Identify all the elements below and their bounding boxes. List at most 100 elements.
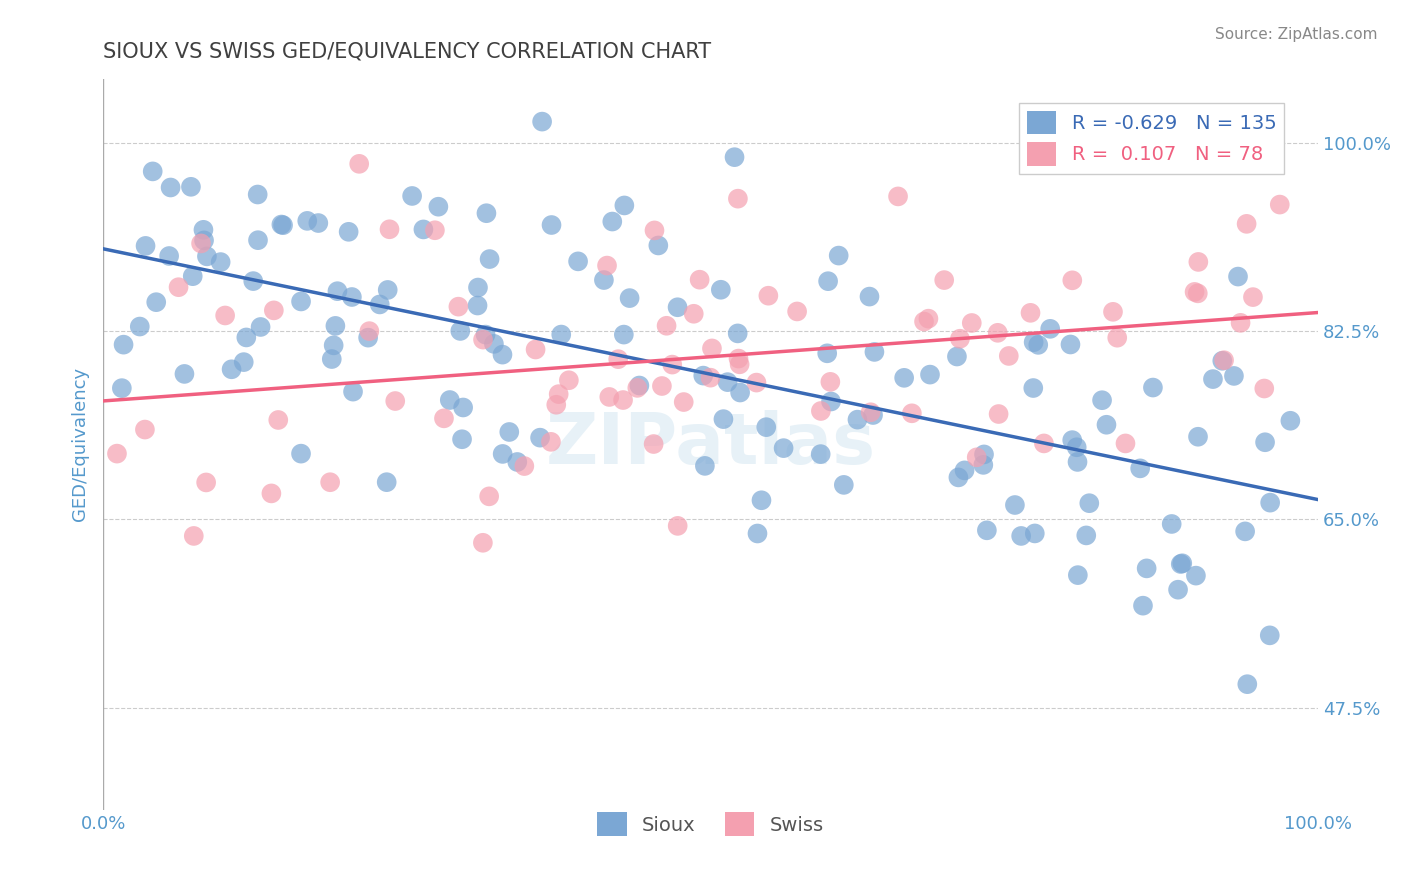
Swiss bbox=[912, 314, 935, 328]
Swiss bbox=[997, 349, 1019, 363]
Sioux bbox=[209, 255, 232, 269]
Sioux bbox=[613, 327, 636, 342]
Swiss bbox=[384, 394, 406, 409]
Swiss bbox=[183, 529, 205, 543]
Swiss bbox=[901, 406, 924, 420]
Swiss bbox=[810, 404, 832, 418]
Swiss bbox=[756, 289, 779, 303]
Sioux bbox=[593, 273, 616, 287]
Sioux bbox=[157, 249, 180, 263]
Swiss bbox=[987, 407, 1010, 421]
Sioux bbox=[820, 394, 842, 409]
Sioux bbox=[337, 225, 360, 239]
Swiss bbox=[1229, 316, 1251, 330]
Sioux bbox=[242, 274, 264, 288]
Sioux bbox=[474, 327, 496, 342]
Sioux bbox=[475, 206, 498, 220]
Sioux bbox=[193, 223, 215, 237]
Sioux bbox=[550, 327, 572, 342]
Sioux bbox=[710, 283, 733, 297]
Text: ZIPatlas: ZIPatlas bbox=[546, 409, 876, 479]
Sioux bbox=[713, 412, 735, 426]
Sioux bbox=[666, 300, 689, 314]
Swiss bbox=[596, 259, 619, 273]
Sioux bbox=[193, 233, 215, 247]
Swiss bbox=[447, 300, 470, 314]
Sioux bbox=[692, 368, 714, 383]
Sioux bbox=[727, 326, 749, 341]
Swiss bbox=[105, 447, 128, 461]
Sioux bbox=[846, 412, 869, 426]
Sioux bbox=[1022, 381, 1045, 395]
Sioux bbox=[976, 524, 998, 538]
Swiss bbox=[727, 192, 749, 206]
Swiss bbox=[699, 370, 721, 384]
Swiss bbox=[655, 318, 678, 333]
Sioux bbox=[817, 274, 839, 288]
Swiss bbox=[1114, 436, 1136, 450]
Sioux bbox=[948, 470, 970, 484]
Sioux bbox=[1236, 677, 1258, 691]
Swiss bbox=[359, 324, 381, 338]
Swiss bbox=[433, 411, 456, 425]
Swiss bbox=[934, 273, 956, 287]
Swiss bbox=[513, 458, 536, 473]
Sioux bbox=[647, 238, 669, 252]
Swiss bbox=[966, 450, 988, 465]
Swiss bbox=[1102, 305, 1125, 319]
Sioux bbox=[946, 350, 969, 364]
Sioux bbox=[375, 475, 398, 490]
Sioux bbox=[427, 200, 450, 214]
Sioux bbox=[249, 320, 271, 334]
Swiss bbox=[378, 222, 401, 236]
Swiss bbox=[643, 223, 665, 237]
Sioux bbox=[368, 297, 391, 311]
Swiss bbox=[887, 189, 910, 203]
Sioux bbox=[953, 463, 976, 477]
Sioux bbox=[755, 420, 778, 434]
Sioux bbox=[828, 249, 851, 263]
Sioux bbox=[492, 447, 515, 461]
Sioux bbox=[342, 384, 364, 399]
Sioux bbox=[340, 290, 363, 304]
Sioux bbox=[498, 425, 520, 439]
Text: Source: ZipAtlas.com: Source: ZipAtlas.com bbox=[1215, 27, 1378, 42]
Sioux bbox=[613, 198, 636, 212]
Swiss bbox=[917, 311, 939, 326]
Sioux bbox=[235, 330, 257, 344]
Sioux bbox=[451, 432, 474, 446]
Swiss bbox=[643, 437, 665, 451]
Swiss bbox=[1032, 436, 1054, 450]
Sioux bbox=[1039, 322, 1062, 336]
Sioux bbox=[357, 331, 380, 345]
Sioux bbox=[467, 280, 489, 294]
Swiss bbox=[558, 373, 581, 387]
Swiss bbox=[267, 413, 290, 427]
Sioux bbox=[325, 318, 347, 333]
Sioux bbox=[1024, 526, 1046, 541]
Swiss bbox=[727, 351, 749, 366]
Sioux bbox=[135, 239, 157, 253]
Sioux bbox=[112, 337, 135, 351]
Swiss bbox=[1019, 306, 1042, 320]
Swiss bbox=[1213, 353, 1236, 368]
Swiss bbox=[987, 326, 1010, 340]
Swiss bbox=[347, 157, 370, 171]
Sioux bbox=[772, 441, 794, 455]
Sioux bbox=[567, 254, 589, 268]
Swiss bbox=[859, 405, 882, 419]
Swiss bbox=[607, 352, 630, 367]
Swiss bbox=[728, 357, 751, 371]
Swiss bbox=[820, 375, 842, 389]
Sioux bbox=[1066, 440, 1088, 454]
Swiss bbox=[540, 434, 562, 449]
Sioux bbox=[862, 408, 884, 422]
Sioux bbox=[1062, 433, 1084, 447]
Sioux bbox=[221, 362, 243, 376]
Sioux bbox=[600, 214, 623, 228]
Sioux bbox=[716, 375, 738, 389]
Y-axis label: GED/Equivalency: GED/Equivalency bbox=[72, 368, 89, 521]
Sioux bbox=[1059, 337, 1081, 351]
Swiss bbox=[651, 379, 673, 393]
Sioux bbox=[232, 355, 254, 369]
